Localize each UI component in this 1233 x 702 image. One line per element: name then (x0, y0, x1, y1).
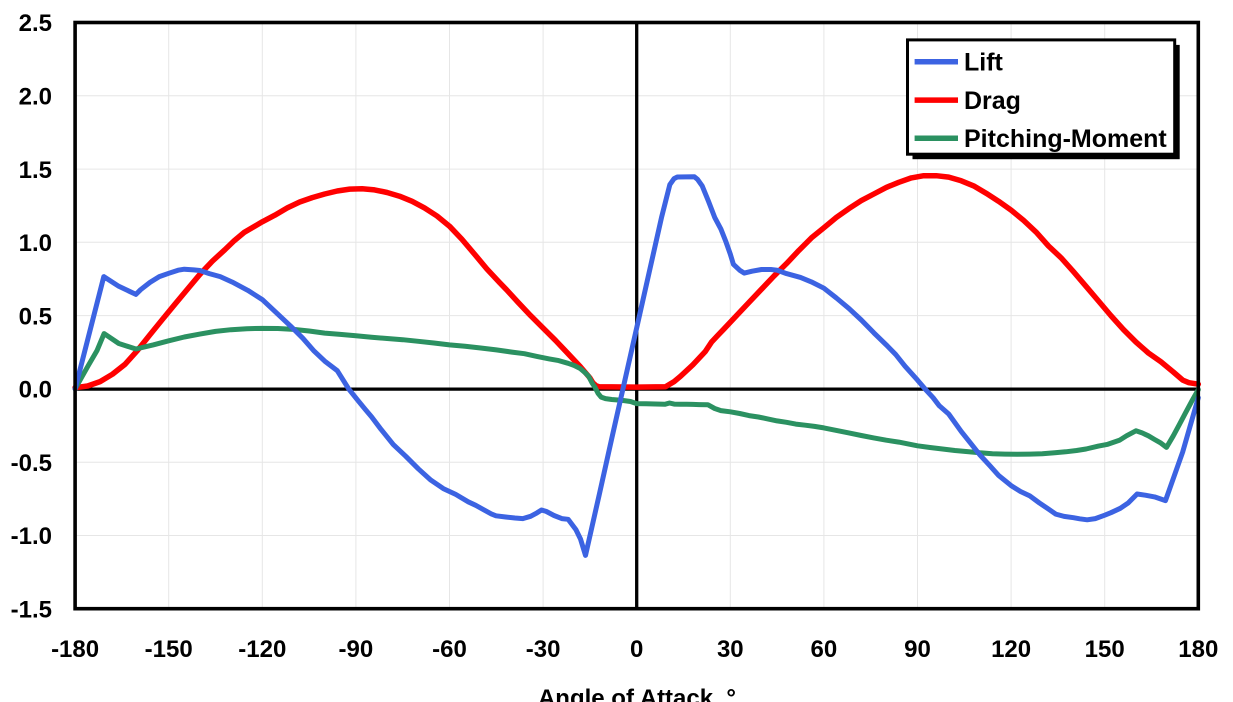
svg-text:150: 150 (1085, 636, 1125, 663)
svg-text:-1.5: -1.5 (11, 596, 52, 623)
svg-text:2.5: 2.5 (19, 10, 52, 37)
svg-text:-90: -90 (339, 636, 374, 663)
svg-text:Lift: Lift (964, 49, 1004, 77)
svg-text:-1.0: -1.0 (11, 523, 52, 550)
svg-text:1.0: 1.0 (19, 230, 52, 257)
svg-text:-30: -30 (526, 636, 561, 663)
svg-text:0: 0 (630, 636, 643, 663)
svg-text:1.5: 1.5 (19, 157, 52, 184)
svg-text:-180: -180 (51, 636, 99, 663)
svg-text:-150: -150 (145, 636, 193, 663)
svg-text:-60: -60 (432, 636, 467, 663)
svg-text:-120: -120 (238, 636, 286, 663)
svg-text:120: 120 (991, 636, 1031, 663)
svg-text:180: 180 (1178, 636, 1218, 663)
svg-text:Angle of Attack, °: Angle of Attack, ° (538, 685, 736, 702)
svg-text:2.0: 2.0 (19, 84, 52, 111)
svg-text:60: 60 (811, 636, 838, 663)
svg-text:Pitching-Moment: Pitching-Moment (964, 125, 1167, 153)
svg-text:30: 30 (717, 636, 744, 663)
svg-text:Drag: Drag (964, 87, 1021, 115)
svg-text:0.5: 0.5 (19, 303, 52, 330)
svg-text:-0.5: -0.5 (11, 450, 52, 477)
svg-text:0.0: 0.0 (19, 377, 52, 404)
svg-text:90: 90 (904, 636, 931, 663)
